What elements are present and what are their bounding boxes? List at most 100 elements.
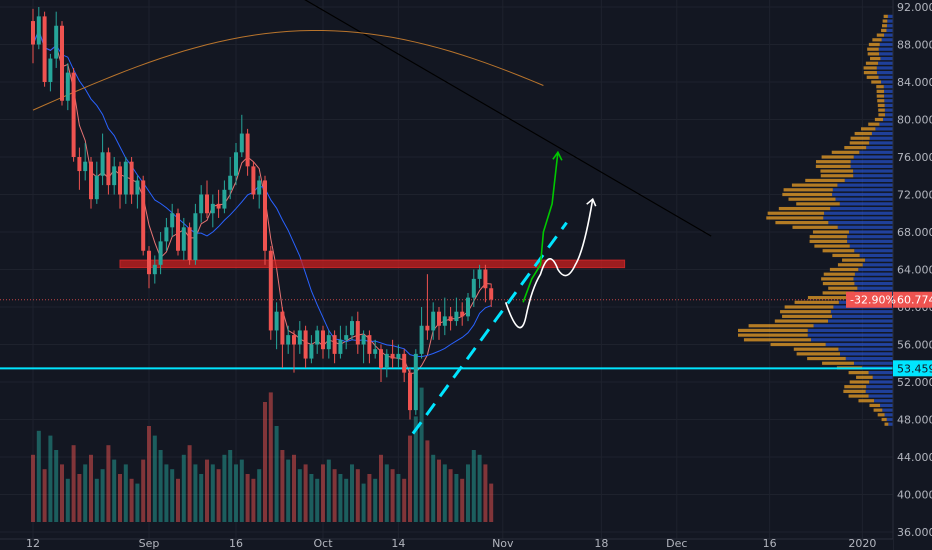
volume-profile-row-sell [782,192,833,197]
volume-bar [181,454,186,522]
volume-profile-row-sell [822,281,855,286]
volume-profile-row-buy [866,146,893,150]
white-projection-path [504,199,594,329]
candle-body [471,278,476,298]
volume-profile-row-sell [881,417,887,422]
volume-profile-row-buy [883,117,893,122]
volume-profile-row-buy [854,272,893,276]
ma-long-line [32,29,544,111]
volume-bar [489,483,494,522]
volume-profile-row-buy [868,394,893,398]
volume-bar [112,459,117,522]
volume-bar [152,435,157,522]
volume-bar [326,459,331,522]
volume-profile-row-buy [859,150,893,154]
candle-body [176,213,180,251]
volume-bar [408,435,412,522]
candle-body [297,330,302,345]
volume-profile-row-buy [824,211,893,215]
time-tick-label: Sep [139,537,160,550]
volume-bar [303,464,308,522]
volume-bar [292,454,296,522]
volume-bar [199,474,204,522]
time-tick-label: Nov [492,537,514,550]
current-price-label: 60.774 [897,294,932,307]
candle-body [228,175,233,190]
volume-bar [419,387,424,522]
volume-bar [31,454,35,522]
candle-body [193,213,198,261]
volume-bar [384,464,389,522]
volume-profile-row-sell [822,361,854,365]
volume-profile-row-buy [888,422,893,426]
volume-profile-row-buy [830,310,893,314]
volume-profile-row-sell [872,38,882,42]
volume-bar [141,459,146,522]
volume-bar [355,469,360,522]
candle-body [379,349,383,368]
volume-profile-row-sell [774,319,829,323]
candle-body [77,157,82,172]
volume-bar [193,464,198,522]
candle-body [158,241,163,265]
volume-profile-row-buy [862,263,893,267]
volume-profile-row-sell [837,263,863,267]
volume-bar [471,450,476,522]
volume-profile-row-buy [830,206,893,211]
volume-profile-row-sell [782,314,832,318]
volume-bar [477,454,482,522]
volume-profile-row-buy [876,66,893,70]
volume-profile-row-sell [848,394,869,398]
volume-profile-row-sell [748,324,814,328]
volume-profile-row-sell [821,277,854,281]
candle-body [326,335,331,350]
volume-bar [205,459,209,522]
volume-bar [373,478,378,522]
volume-bar [413,416,418,522]
candle-body [413,353,418,411]
volume-profile-row-sell [829,267,859,272]
volume-profile-row-sell [858,399,875,403]
volume-bar [106,445,111,522]
time-tick-label: 2020 [848,537,876,550]
volume-profile-row-buy [875,127,893,131]
volume-profile-row-sell [868,122,880,126]
time-tick-label: 18 [594,537,608,550]
candle-body [239,133,244,153]
volume-profile-row-sell [848,371,869,375]
candle-body [187,227,192,261]
volume-profile-row-buy [828,319,893,323]
volume-bar [123,464,128,522]
volume-bar [60,464,64,522]
volume-bar [361,483,366,522]
time-tick-label: 14 [391,537,405,550]
ma-slow-line [304,0,712,237]
volume-profile-row-buy [858,267,893,272]
volume-profile-row-buy [884,113,893,117]
volume-profile-row-buy [874,399,893,403]
volume-profile-row-sell [876,89,884,93]
candle-body [309,344,314,359]
price-axis[interactable]: 92.000 88.000 84.000 80.000 76.000 72.000 68.0… [846,0,932,550]
volume-profile-row-sell [849,380,870,384]
volume-profile-row-buy [847,239,893,243]
candle-body [396,353,401,359]
candle-body [257,180,262,195]
time-axis[interactable]: 12 Sep 16 Oct 14 Nov 18 Dec 16 2020 [0,537,893,550]
candle-body [274,311,279,331]
volume-profile-row-sell [794,300,839,304]
volume-profile-row-sell [820,174,854,178]
volume-profile-row-sell [867,47,879,51]
volume-profile-row-buy [849,244,893,248]
volume-bar [321,464,325,522]
volume-profile-row-buy [848,230,893,234]
volume-profile-row-buy [884,33,893,37]
volume-profile-row-buy [831,314,893,318]
volume-profile-row-sell [849,141,870,145]
volume-bar [147,426,151,522]
candle-body [483,269,488,289]
volume-profile-row-buy [853,169,893,173]
volume-bar [36,430,41,522]
green-projection-arrowhead [552,150,563,161]
